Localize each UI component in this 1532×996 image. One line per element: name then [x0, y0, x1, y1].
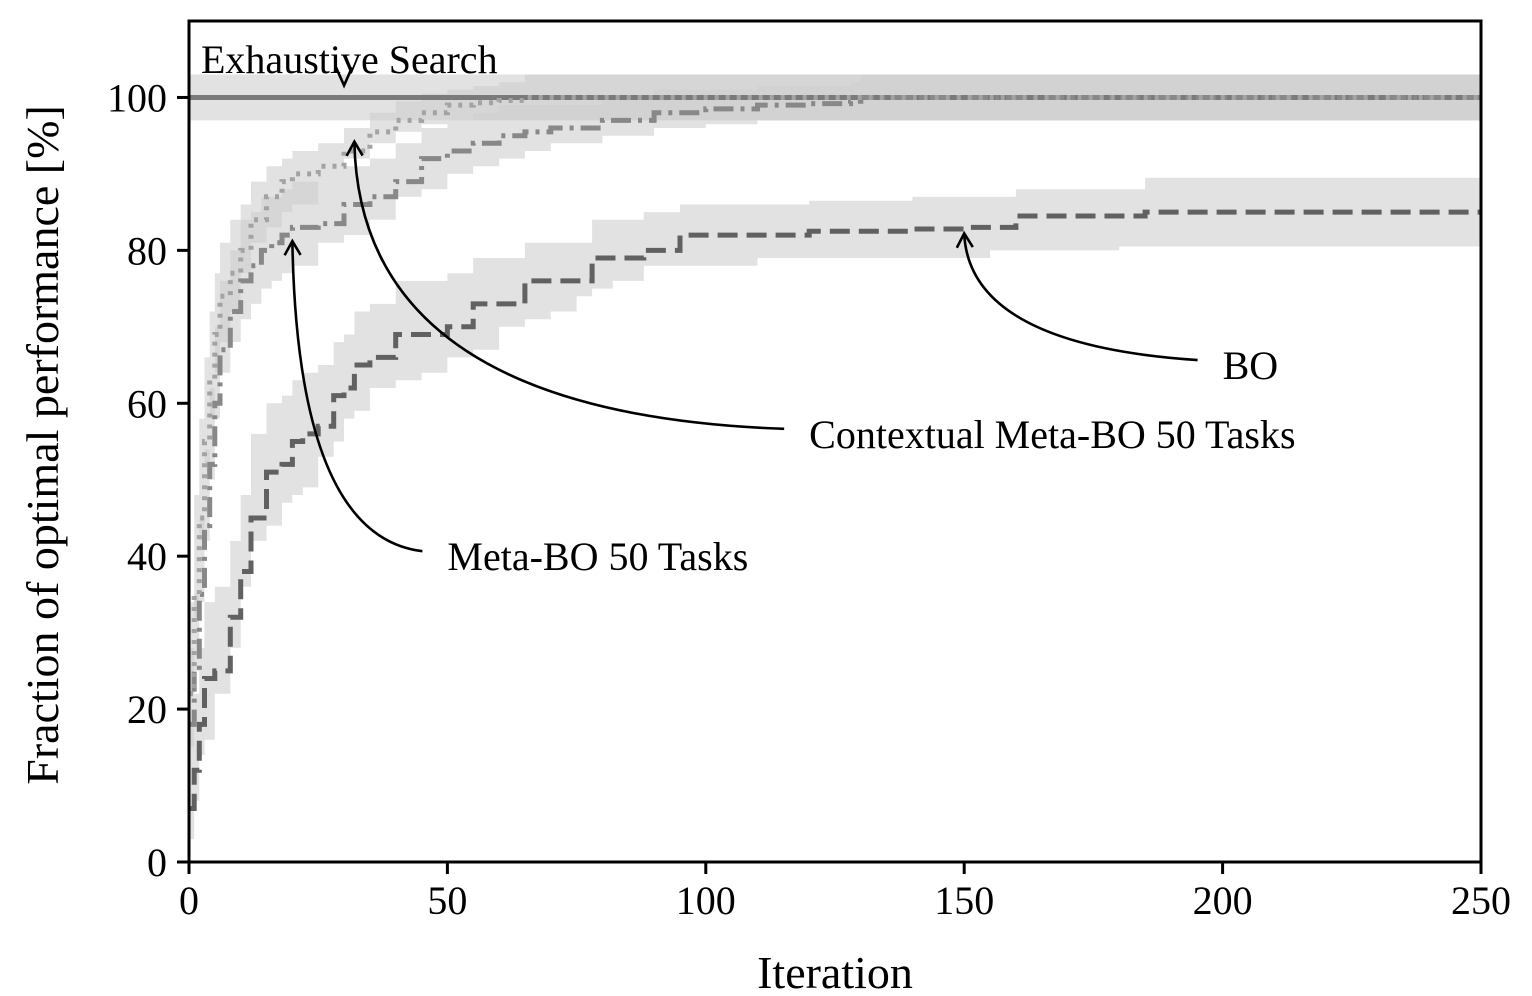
- x-axis: 0 50 100 150 200 250: [179, 862, 1511, 923]
- plot-frame: [187, 19, 1483, 864]
- annotation-arrow-bo: [955, 230, 1198, 362]
- annotation-arrow-exhaustive-search: [334, 66, 354, 89]
- y-tick-label: 0: [147, 840, 167, 885]
- line-contextual-meta-bo-50-tasks: [189, 95, 1481, 697]
- line-bo: [189, 209, 1481, 811]
- confidence-bands: [189, 74, 1481, 862]
- annotation-meta-bo-50-tasks: Meta-BO 50 Tasks: [447, 534, 748, 579]
- line-meta-bo-50-tasks: [189, 95, 1481, 727]
- y-axis: 0 20 40 60 80 100: [107, 75, 189, 885]
- x-tick-label: 250: [1451, 878, 1511, 923]
- y-tick-label: 40: [127, 534, 167, 579]
- annotation-contextual-meta-bo-50-tasks: Contextual Meta-BO 50 Tasks: [809, 412, 1295, 457]
- y-tick-label: 100: [107, 75, 167, 120]
- y-tick-label: 80: [127, 228, 167, 273]
- x-tick-label: 200: [1193, 878, 1253, 923]
- series-lines: [189, 95, 1481, 811]
- y-tick-label: 60: [127, 381, 167, 426]
- annotation-bo: BO: [1223, 343, 1279, 388]
- annotation-arrow-contextual-meta-bo-50-tasks: [345, 139, 785, 431]
- annotation-arrow-meta-bo-50-tasks: [283, 238, 423, 553]
- y-tick-label: 20: [127, 687, 167, 732]
- x-tick-label: 50: [427, 878, 467, 923]
- x-tick-label: 150: [934, 878, 994, 923]
- y-axis-title: Fraction of optimal performance [%]: [17, 105, 68, 785]
- band-bo: [189, 177, 1481, 862]
- band-contextual-meta-bo-50-tasks: [189, 74, 1481, 786]
- x-axis-title: Iteration: [757, 947, 913, 996]
- x-tick-label: 0: [179, 878, 199, 923]
- x-tick-label: 100: [676, 878, 736, 923]
